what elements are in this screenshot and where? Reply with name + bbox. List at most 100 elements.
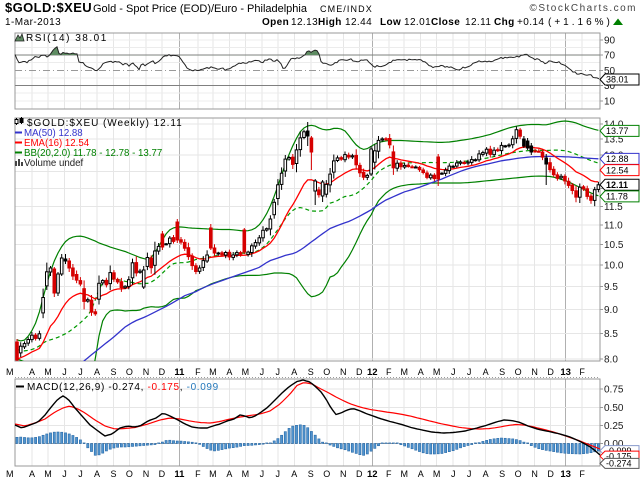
svg-text:Chg: Chg: [494, 17, 515, 28]
svg-text:N: N: [531, 367, 538, 377]
svg-text:O: O: [126, 469, 133, 479]
svg-text:J: J: [451, 367, 456, 377]
svg-text:A: A: [94, 469, 100, 479]
svg-text:11: 11: [174, 469, 185, 480]
svg-text:D: D: [547, 367, 554, 377]
svg-text:A: A: [226, 469, 232, 479]
svg-text:11: 11: [174, 367, 185, 378]
svg-text:11.78: 11.78: [606, 192, 628, 202]
svg-text:©StockCharts.com: ©StockCharts.com: [529, 3, 637, 14]
svg-text:12.11: 12.11: [606, 180, 628, 190]
svg-text:M: M: [400, 469, 408, 479]
svg-text:70: 70: [604, 51, 616, 62]
svg-text:BB(20,2.0) 11.78 - 12.78 - 13.: BB(20,2.0) 11.78 - 12.78 - 13.77: [24, 148, 162, 159]
svg-text:MA(50) 12.88: MA(50) 12.88: [24, 128, 83, 139]
svg-text:8.0: 8.0: [604, 354, 618, 365]
svg-text:50: 50: [604, 66, 616, 77]
svg-text:J: J: [276, 469, 281, 479]
svg-text:S: S: [110, 469, 116, 479]
svg-text:11.5: 11.5: [604, 202, 623, 213]
svg-text:M: M: [44, 367, 52, 377]
svg-text:J: J: [276, 367, 281, 377]
svg-text:O: O: [323, 469, 330, 479]
svg-text:D: D: [356, 469, 363, 479]
svg-text:Volume undef: Volume undef: [24, 158, 84, 169]
svg-text:0.50: 0.50: [604, 403, 624, 414]
svg-text:(+1.16%): (+1.16%): [548, 17, 613, 28]
svg-text:90: 90: [604, 35, 616, 46]
svg-text:12: 12: [367, 469, 378, 480]
svg-text:12.01: 12.01: [404, 17, 431, 28]
svg-text:Close: Close: [431, 17, 460, 28]
svg-text:8.5: 8.5: [604, 329, 618, 340]
svg-text:13: 13: [560, 469, 571, 480]
svg-text:S: S: [499, 469, 505, 479]
svg-text:MACD(12,26,9) -0.274, -0.175,: MACD(12,26,9) -0.274, -0.175, -0.099: [27, 382, 219, 393]
svg-text:+0.14: +0.14: [517, 17, 544, 28]
svg-text:12: 12: [367, 367, 378, 378]
svg-text:M: M: [242, 469, 250, 479]
svg-text:High: High: [318, 17, 342, 28]
svg-text:A: A: [291, 367, 297, 377]
svg-text:J: J: [78, 367, 83, 377]
svg-text:M: M: [209, 469, 217, 479]
svg-text:9.5: 9.5: [604, 282, 618, 293]
svg-text:0.75: 0.75: [604, 385, 624, 396]
svg-text:O: O: [126, 367, 133, 377]
svg-text:M: M: [209, 367, 217, 377]
svg-text:$GOLD:$XEU: $GOLD:$XEU: [5, 0, 92, 15]
svg-text:M: M: [433, 367, 441, 377]
svg-text:12.88: 12.88: [606, 154, 629, 164]
svg-text:F: F: [579, 469, 585, 479]
svg-text:F: F: [195, 367, 201, 377]
svg-text:N: N: [143, 469, 150, 479]
svg-text:F: F: [579, 367, 585, 377]
svg-text:D: D: [356, 367, 363, 377]
svg-text:12.11: 12.11: [465, 17, 491, 28]
svg-text:-0.274: -0.274: [606, 459, 632, 469]
svg-text:J: J: [451, 469, 456, 479]
svg-text:10.0: 10.0: [604, 261, 624, 272]
svg-text:A: A: [94, 367, 100, 377]
svg-text:Gold - Spot Price (EOD)/Euro -: Gold - Spot Price (EOD)/Euro - Philadelp…: [93, 3, 308, 15]
svg-text:J: J: [467, 367, 472, 377]
svg-text:11.0: 11.0: [604, 221, 623, 232]
svg-text:M: M: [242, 367, 250, 377]
svg-text:J: J: [62, 469, 67, 479]
svg-text:38.01: 38.01: [606, 75, 629, 85]
svg-text:F: F: [386, 367, 392, 377]
svg-text:J: J: [260, 469, 265, 479]
svg-text:J: J: [467, 469, 472, 479]
svg-text:M: M: [44, 469, 52, 479]
svg-text:Low: Low: [380, 17, 401, 28]
svg-text:13: 13: [560, 367, 571, 378]
svg-text:N: N: [340, 469, 347, 479]
svg-text:A: A: [29, 469, 35, 479]
svg-text:9.0: 9.0: [604, 305, 618, 316]
svg-text:M: M: [6, 469, 14, 479]
svg-text:S: S: [499, 367, 505, 377]
svg-text:D: D: [159, 469, 166, 479]
svg-text:M: M: [433, 469, 441, 479]
svg-text:-0.175: -0.175: [606, 451, 632, 461]
svg-text:S: S: [110, 367, 116, 377]
svg-text:M: M: [400, 367, 408, 377]
svg-text:A: A: [291, 469, 297, 479]
svg-text:N: N: [531, 469, 538, 479]
svg-text:J: J: [78, 469, 83, 479]
svg-text:D: D: [547, 469, 554, 479]
svg-text:O: O: [323, 367, 330, 377]
svg-text:N: N: [340, 367, 347, 377]
svg-text:0.25: 0.25: [604, 421, 624, 432]
svg-text:J: J: [62, 367, 67, 377]
svg-text:A: A: [226, 367, 232, 377]
svg-text:12.44: 12.44: [345, 17, 372, 28]
svg-text:N: N: [143, 367, 150, 377]
svg-text:O: O: [515, 469, 522, 479]
svg-text:1-Mar-2013: 1-Mar-2013: [5, 17, 61, 28]
svg-text:M: M: [6, 367, 14, 377]
svg-text:A: A: [418, 367, 424, 377]
svg-text:CME/INDX: CME/INDX: [320, 4, 373, 14]
svg-text:O: O: [515, 367, 522, 377]
svg-text:A: A: [29, 367, 35, 377]
